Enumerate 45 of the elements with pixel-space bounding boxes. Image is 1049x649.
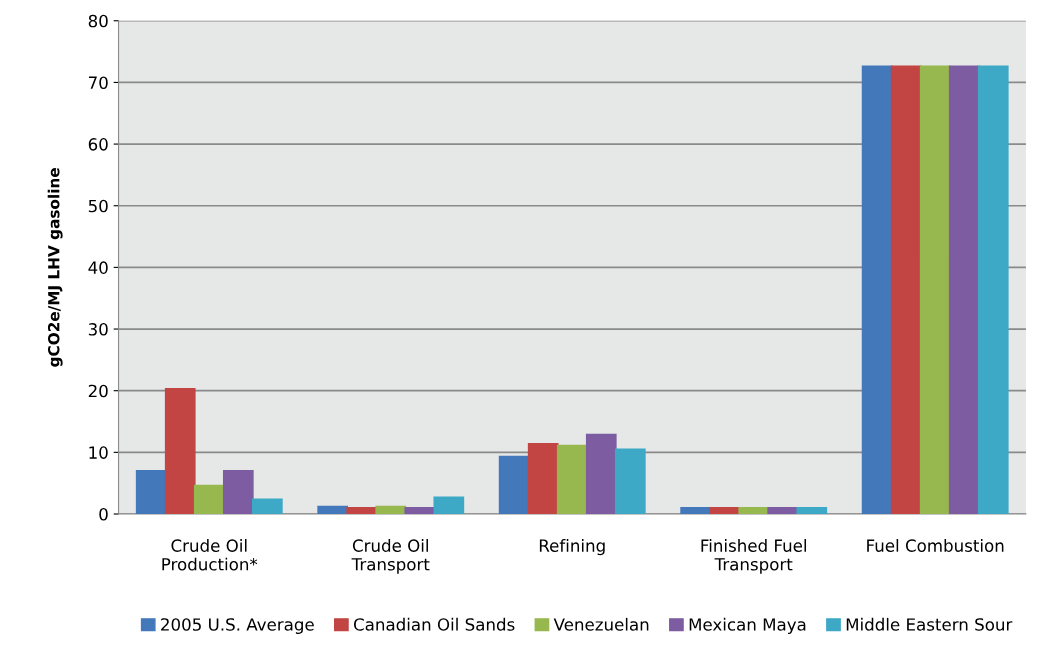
bar [375,505,407,515]
legend-label: Canadian Oil Sands [353,617,515,631]
bar [193,484,225,515]
x-tick-label: Crude Oil Production* [162,539,258,571]
bar [977,65,1009,515]
bar [346,507,378,515]
bar [135,470,167,515]
bar [767,507,799,515]
bar [222,470,254,515]
bar [527,442,559,515]
bar [948,65,980,515]
bar [498,455,530,515]
y-tick-label: 10 [89,446,108,459]
y-tick-label: 0 [99,507,108,521]
x-tick-label: Refining [539,539,605,556]
bar [556,444,588,515]
legend-label: Middle Eastern Sour [846,617,1013,631]
bar [404,507,436,515]
bar [251,498,283,515]
x-tick-label: Fuel Combustion [867,539,1004,552]
bar [164,388,196,515]
bar [433,496,465,515]
legend-label: 2005 U.S. Average [161,618,314,634]
y-tick-label: 60 [88,138,108,151]
bar [738,507,770,515]
bar [890,65,922,515]
bar [796,507,828,515]
x-tick-label: Finished Fuel Transport [701,539,806,574]
x-tick-label: Crude Oil Transport [351,539,430,574]
y-tick-label: 20 [88,384,108,398]
bar [919,65,951,515]
legend-label: Venezuelan [553,617,649,631]
y-axis-title: gCO2e/MJ LHV gasoline [47,168,63,367]
y-tick-label: 70 [88,76,108,89]
bar [680,507,711,515]
bar [585,433,617,515]
y-tick-label: 40 [88,261,108,274]
bar [709,507,741,515]
y-tick-label: 50 [88,199,108,213]
bar [317,505,349,515]
y-tick-label: 30 [88,323,108,336]
bar [861,65,893,515]
bar [614,448,646,515]
legend-label: Mexican Maya [689,617,806,634]
y-tick-label: 80 [88,14,108,28]
